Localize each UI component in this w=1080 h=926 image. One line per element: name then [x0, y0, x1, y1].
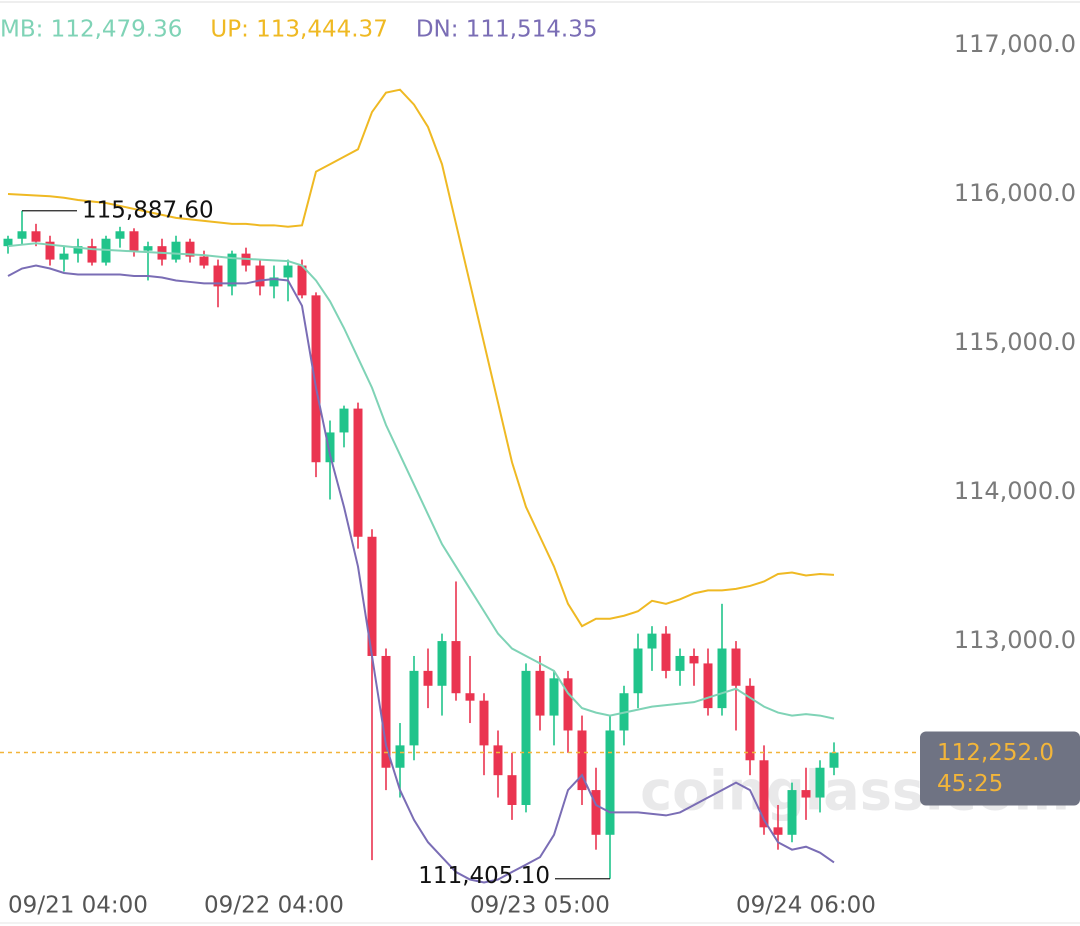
candle-body [199, 256, 209, 266]
candle-body [787, 790, 797, 835]
candle-body [745, 685, 755, 761]
high-label: 115,887.60 [82, 197, 214, 223]
candle-body [3, 238, 13, 247]
y-tick-label: 115,000.0 [954, 328, 1076, 356]
candle-body [437, 641, 447, 686]
candle-body [647, 633, 657, 649]
candle-body [479, 700, 489, 746]
candle-body [381, 655, 391, 768]
candle-body [675, 655, 685, 671]
countdown: 45:25 [937, 771, 1003, 797]
x-tick-label: 09/23 05:00 [470, 893, 610, 919]
candle-body [115, 231, 125, 239]
candle-body [325, 432, 335, 463]
y-tick-label: 114,000.0 [954, 477, 1076, 505]
candle-body [297, 265, 307, 296]
candle-body [759, 760, 769, 828]
candle-body [591, 790, 601, 835]
candle-body [815, 767, 825, 798]
candle-body [577, 730, 587, 791]
candle-body [493, 745, 503, 776]
candle-body [17, 231, 27, 239]
y-tick-label: 116,000.0 [954, 179, 1076, 207]
candle-body [451, 641, 461, 694]
candle-body [773, 827, 783, 835]
x-tick-label: 09/21 04:00 [8, 893, 148, 919]
candle-body [829, 752, 839, 768]
x-tick-label: 09/22 04:00 [204, 893, 344, 919]
candle-body [129, 231, 139, 251]
candle-body [311, 295, 321, 463]
y-tick-label: 113,000.0 [954, 626, 1076, 654]
candle-body [353, 408, 363, 537]
candle-body [185, 241, 195, 257]
low-label: 111,405.10 [418, 863, 550, 889]
candle-body [703, 663, 713, 709]
band-line [7, 88, 835, 628]
candle-body [689, 655, 699, 664]
candle-body [269, 277, 279, 287]
candle-body [731, 648, 741, 686]
candle-body [73, 246, 83, 254]
legend-entry: DN: 111,514.35 [416, 17, 598, 43]
candle-body [409, 670, 419, 746]
candle-body [45, 241, 55, 260]
candle-body [31, 231, 41, 242]
candle-body [367, 536, 377, 656]
y-tick-label: 117,000.0 [954, 30, 1076, 58]
candle-body [605, 730, 615, 835]
legend-entry: UP: 113,444.37 [210, 17, 387, 43]
candle-body [535, 670, 545, 716]
candle-body [801, 790, 811, 798]
candle-body [521, 670, 531, 805]
candle-body [717, 648, 727, 709]
candle-body [255, 265, 265, 287]
band-line [7, 264, 835, 884]
candle-body [395, 745, 405, 768]
price-box [920, 731, 1080, 806]
candle-body [283, 265, 293, 278]
candle-body [227, 253, 237, 287]
candle-body [171, 241, 181, 260]
candle-body [465, 693, 475, 701]
candle-body [423, 670, 433, 686]
candle-body [87, 246, 97, 263]
candle-body [661, 633, 671, 671]
candle-body [143, 246, 153, 251]
x-tick-label: 09/24 06:00 [736, 893, 876, 919]
candle-body [549, 678, 559, 716]
candle-body [633, 648, 643, 694]
candle-body [59, 253, 69, 260]
legend-entry: MB: 112,479.36 [0, 17, 182, 43]
candle-body [213, 265, 223, 287]
candle-body [507, 775, 517, 805]
candle-body [563, 678, 573, 731]
candle-body [339, 408, 349, 433]
price-label: 112,252.0 [937, 740, 1054, 766]
band-line [7, 242, 835, 720]
